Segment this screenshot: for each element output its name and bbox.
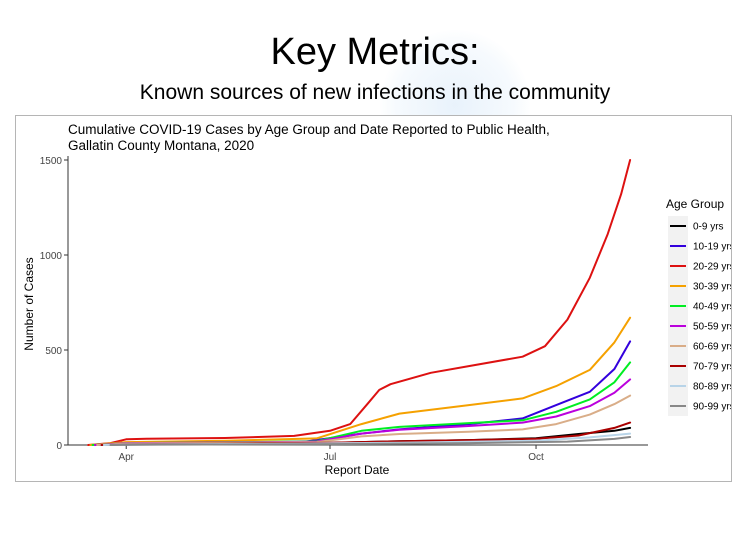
x-axis-label: Report Date — [325, 463, 390, 477]
legend-item-label: 90-99 yrs — [693, 402, 731, 413]
x-tick-label: Jul — [324, 452, 337, 463]
legend-item-label: 30-39 yrs — [693, 282, 731, 293]
legend-item-label: 60-69 yrs — [693, 342, 731, 353]
legend-item-label: 50-59 yrs — [693, 322, 731, 333]
legend-item-label: 10-19 yrs — [693, 242, 731, 253]
slide-subtitle: Known sources of new infections in the c… — [139, 81, 611, 104]
legend-item-label: 40-49 yrs — [693, 302, 731, 313]
legend-item-label: 0-9 yrs — [693, 222, 724, 233]
y-tick-label: 1000 — [40, 251, 63, 262]
y-tick-label: 1500 — [40, 156, 63, 167]
legend-item-label: 80-89 yrs — [693, 382, 731, 393]
chart-title-line-1: Cumulative COVID-19 Cases by Age Group a… — [68, 122, 550, 137]
slide-title: Key Metrics: — [270, 31, 480, 73]
series-line-10-19-yrs — [93, 340, 632, 446]
x-tick-label: Oct — [528, 452, 544, 463]
y-tick-label: 500 — [45, 346, 62, 357]
y-tick-label: 0 — [56, 441, 62, 452]
legend: Age Group 0-9 yrs 10-19 yrs 20-29 yrs 30-39… — [666, 197, 731, 416]
y-axis-label: Number of Cases — [22, 257, 36, 350]
chart-title-line-2: Gallatin County Montana, 2020 — [68, 138, 254, 153]
cumulative-cases-chart: Cumulative COVID-19 Cases by Age Group a… — [22, 122, 731, 477]
series-line-90-99-yrs — [109, 436, 632, 446]
series-line-20-29-yrs — [87, 159, 632, 446]
chart-panel: Cumulative COVID-19 Cases by Age Group a… — [15, 115, 732, 482]
x-tick-label: Apr — [118, 452, 134, 463]
series-line-30-39-yrs — [89, 316, 632, 446]
legend-item-label: 20-29 yrs — [693, 262, 731, 273]
plot-area: 0 500 1000 1500 Apr Jul Oct — [40, 156, 648, 463]
legend-item-label: 70-79 yrs — [693, 362, 731, 373]
legend-title: Age Group — [666, 197, 724, 211]
